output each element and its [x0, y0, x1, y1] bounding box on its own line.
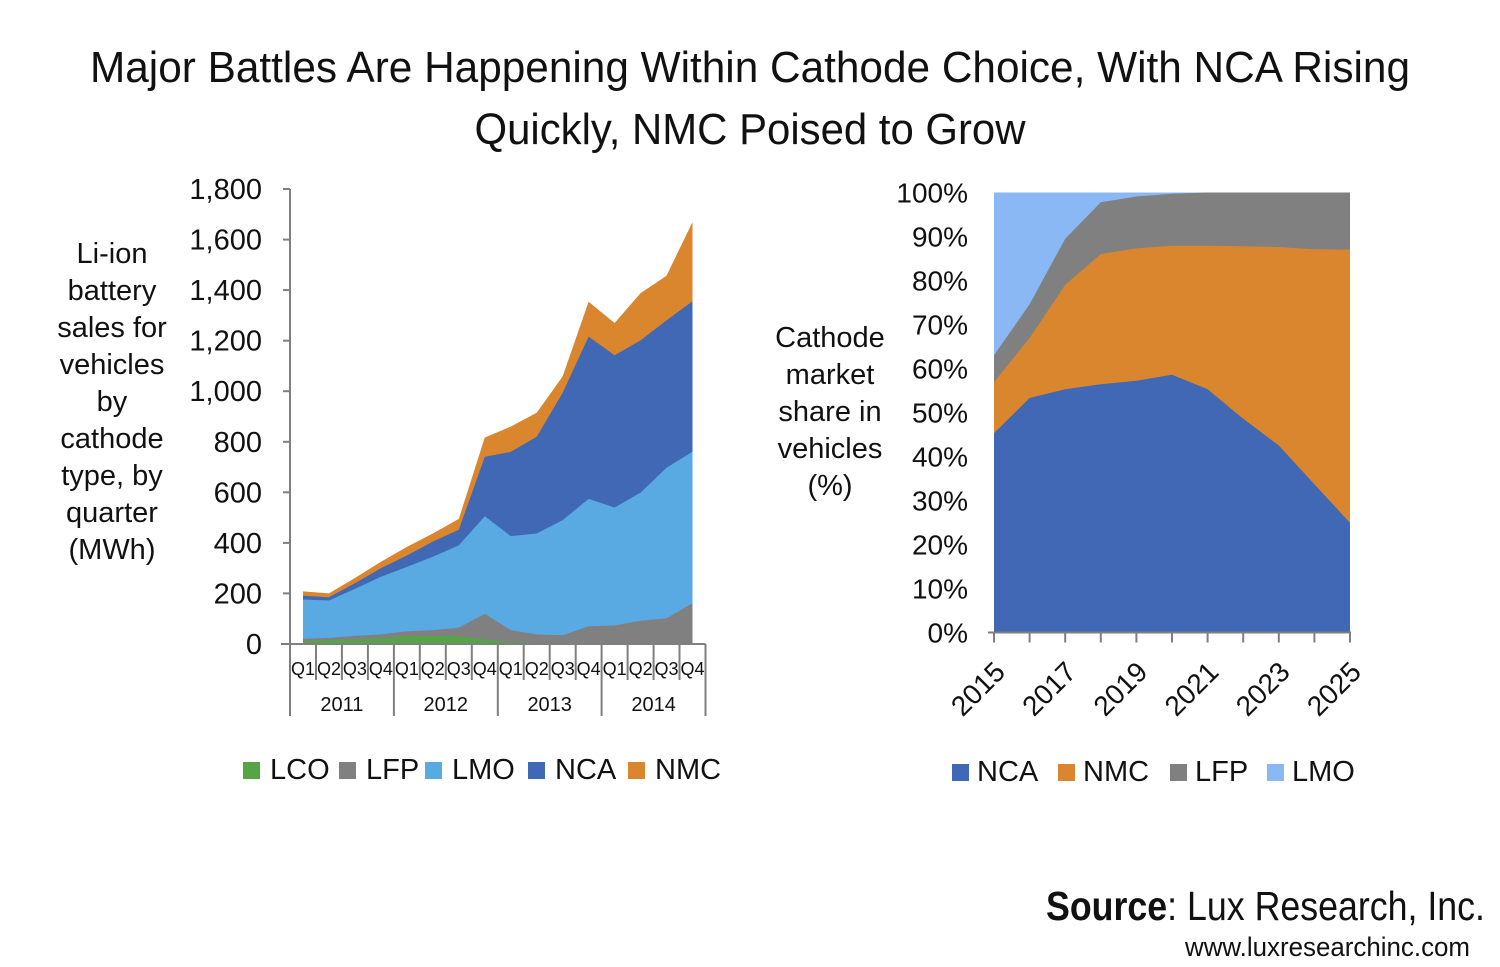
- svg-text:by: by: [97, 386, 128, 418]
- svg-text:Q3: Q3: [551, 659, 575, 679]
- svg-text:Q3: Q3: [343, 659, 367, 679]
- svg-text:20%: 20%: [912, 530, 968, 561]
- svg-text:2012: 2012: [424, 694, 469, 716]
- svg-text:400: 400: [214, 528, 262, 560]
- svg-text:40%: 40%: [912, 442, 968, 473]
- svg-text:1,600: 1,600: [189, 225, 262, 257]
- svg-text:Q1: Q1: [291, 659, 315, 679]
- svg-text:www.luxresearchinc.com: www.luxresearchinc.com: [1184, 932, 1470, 962]
- svg-text:NCA: NCA: [977, 756, 1039, 788]
- svg-text:200: 200: [214, 578, 262, 610]
- svg-text:type, by: type, by: [61, 460, 163, 492]
- svg-text:NMC: NMC: [1083, 756, 1149, 788]
- svg-text:Q4: Q4: [577, 659, 601, 679]
- svg-text:Q3: Q3: [447, 659, 471, 679]
- svg-text:30%: 30%: [912, 486, 968, 517]
- svg-text:1,000: 1,000: [189, 376, 262, 408]
- svg-text:LFP: LFP: [1195, 756, 1248, 788]
- svg-text:0: 0: [246, 629, 262, 661]
- svg-text:2014: 2014: [631, 694, 676, 716]
- svg-text:quarter: quarter: [66, 497, 158, 529]
- svg-text:market: market: [786, 359, 875, 391]
- svg-text:LCO: LCO: [270, 754, 330, 786]
- svg-text:Li-ion: Li-ion: [77, 238, 148, 270]
- svg-text:Q2: Q2: [525, 659, 549, 679]
- svg-text:Q1: Q1: [603, 659, 627, 679]
- svg-text:10%: 10%: [912, 574, 968, 605]
- svg-text:(%): (%): [807, 470, 852, 502]
- svg-text:Q4: Q4: [473, 659, 497, 679]
- svg-text:70%: 70%: [912, 310, 968, 341]
- svg-text:1,400: 1,400: [189, 275, 262, 307]
- svg-text:battery: battery: [68, 275, 157, 307]
- svg-text:LMO: LMO: [452, 754, 515, 786]
- svg-text:90%: 90%: [912, 222, 968, 253]
- svg-text:Major Battles Are Happening Wi: Major Battles Are Happening Within Catho…: [90, 43, 1410, 92]
- svg-text:LFP: LFP: [366, 754, 419, 786]
- svg-text:50%: 50%: [912, 398, 968, 429]
- svg-text:0%: 0%: [928, 618, 968, 649]
- svg-text:Source: Lux Research, Inc.: Source: Lux Research, Inc.: [1046, 883, 1485, 929]
- svg-text:Q2: Q2: [317, 659, 341, 679]
- svg-text:Q1: Q1: [499, 659, 523, 679]
- svg-text:800: 800: [214, 427, 262, 459]
- svg-text:share in: share in: [778, 396, 881, 428]
- svg-text:2011: 2011: [320, 694, 363, 716]
- svg-text:vehicles: vehicles: [778, 433, 883, 465]
- svg-text:vehicles: vehicles: [60, 349, 165, 381]
- svg-text:Q1: Q1: [395, 659, 419, 679]
- svg-text:(MWh): (MWh): [69, 534, 156, 566]
- svg-text:Q4: Q4: [369, 659, 393, 679]
- svg-text:Q3: Q3: [654, 659, 678, 679]
- svg-text:600: 600: [214, 477, 262, 509]
- svg-text:1,200: 1,200: [189, 326, 262, 358]
- svg-text:60%: 60%: [912, 354, 968, 385]
- svg-text:NMC: NMC: [655, 754, 721, 786]
- svg-text:NCA: NCA: [555, 754, 617, 786]
- svg-text:Q4: Q4: [680, 659, 704, 679]
- svg-text:sales for: sales for: [57, 312, 167, 344]
- svg-text:Cathode: Cathode: [775, 322, 885, 354]
- svg-text:100%: 100%: [896, 178, 968, 209]
- svg-text:Q2: Q2: [421, 659, 445, 679]
- svg-text:Q2: Q2: [629, 659, 653, 679]
- svg-text:Quickly, NMC Poised to Grow: Quickly, NMC Poised to Grow: [475, 105, 1026, 154]
- svg-text:1,800: 1,800: [189, 174, 262, 206]
- svg-text:2013: 2013: [527, 694, 572, 716]
- svg-text:cathode: cathode: [60, 423, 163, 455]
- svg-text:LMO: LMO: [1292, 756, 1355, 788]
- svg-text:80%: 80%: [912, 266, 968, 297]
